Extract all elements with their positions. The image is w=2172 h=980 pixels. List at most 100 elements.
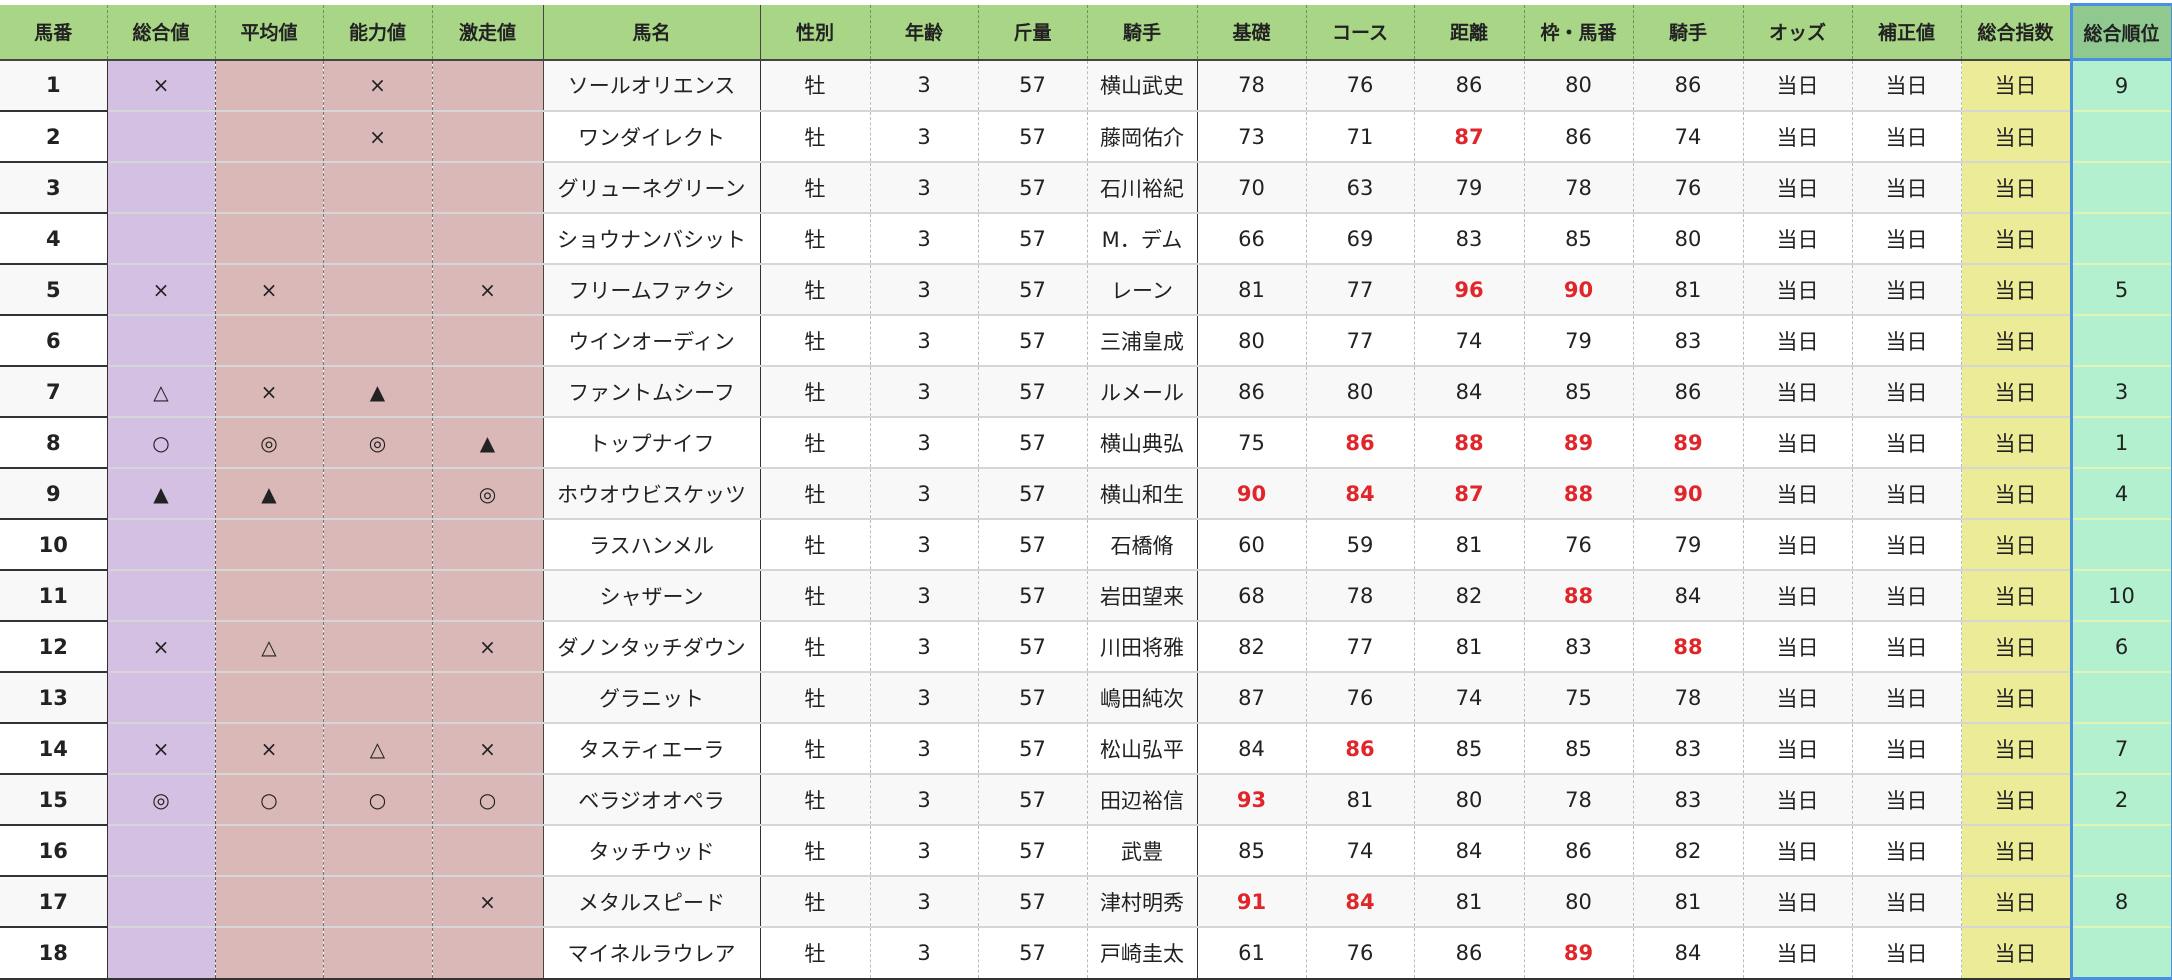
cell-mark-average-value[interactable]: ×	[215, 366, 324, 418]
cell-age[interactable]: 3	[870, 825, 979, 877]
cell-mark-ability-value[interactable]	[323, 315, 433, 367]
cell-score-jockey-score[interactable]: 82	[1633, 825, 1744, 877]
cell-score-course[interactable]: 76	[1306, 59, 1415, 112]
column-header-course[interactable]: コース	[1306, 4, 1415, 61]
cell-mark-total-value[interactable]: ×	[107, 621, 216, 673]
cell-mark-ability-value[interactable]: △	[323, 723, 433, 775]
cell-score-jockey-score[interactable]: 86	[1633, 366, 1744, 418]
cell-score-jockey-score[interactable]: 86	[1633, 59, 1744, 112]
cell-score-course[interactable]: 76	[1306, 927, 1415, 980]
cell-score-gate-number[interactable]: 86	[1524, 111, 1634, 163]
cell-sex[interactable]: 牡	[760, 621, 871, 673]
cell-adjustment[interactable]: 当日	[1852, 417, 1962, 469]
cell-horse-name[interactable]: トップナイフ	[543, 417, 761, 469]
cell-horse-number[interactable]: 6	[0, 315, 108, 367]
cell-sex[interactable]: 牡	[760, 264, 871, 316]
cell-age[interactable]: 3	[870, 366, 979, 418]
cell-horse-name[interactable]: シャザーン	[543, 570, 761, 622]
cell-mark-ability-value[interactable]	[323, 213, 433, 265]
cell-mark-average-value[interactable]: △	[215, 621, 324, 673]
cell-score-course[interactable]: 80	[1306, 366, 1415, 418]
cell-total-index[interactable]: 当日	[1961, 774, 2071, 826]
cell-total-rank[interactable]: 8	[2069, 876, 2172, 928]
cell-score-jockey-score[interactable]: 81	[1633, 876, 1744, 928]
cell-age[interactable]: 3	[870, 213, 979, 265]
cell-sex[interactable]: 牡	[760, 111, 871, 163]
cell-mark-average-value[interactable]	[215, 672, 324, 724]
cell-odds[interactable]: 当日	[1743, 774, 1853, 826]
cell-score-course[interactable]: 69	[1306, 213, 1415, 265]
cell-age[interactable]: 3	[870, 876, 979, 928]
cell-mark-ability-value[interactable]	[323, 927, 433, 980]
cell-score-jockey-score[interactable]: 81	[1633, 264, 1744, 316]
cell-score-distance[interactable]: 81	[1414, 519, 1525, 571]
cell-total-index[interactable]: 当日	[1961, 366, 2071, 418]
cell-odds[interactable]: 当日	[1743, 213, 1853, 265]
cell-total-rank[interactable]	[2069, 825, 2172, 877]
cell-mark-average-value[interactable]	[215, 315, 324, 367]
cell-horse-name[interactable]: ラスハンメル	[543, 519, 761, 571]
cell-mark-total-value[interactable]	[107, 672, 216, 724]
cell-jockey[interactable]: 横山和生	[1087, 468, 1198, 520]
cell-total-rank[interactable]: 4	[2069, 468, 2172, 520]
cell-score-base[interactable]: 68	[1197, 570, 1307, 622]
cell-mark-surge-value[interactable]: ○	[432, 774, 544, 826]
cell-weight[interactable]: 57	[978, 723, 1088, 775]
cell-horse-name[interactable]: ワンダイレクト	[543, 111, 761, 163]
cell-score-gate-number[interactable]: 86	[1524, 825, 1634, 877]
cell-age[interactable]: 3	[870, 519, 979, 571]
cell-score-distance[interactable]: 81	[1414, 876, 1525, 928]
cell-horse-name[interactable]: ウインオーディン	[543, 315, 761, 367]
cell-odds[interactable]: 当日	[1743, 264, 1853, 316]
cell-horse-name[interactable]: ホウオウビスケッツ	[543, 468, 761, 520]
cell-age[interactable]: 3	[870, 723, 979, 775]
cell-total-rank[interactable]: 6	[2069, 621, 2172, 673]
cell-mark-total-value[interactable]	[107, 519, 216, 571]
cell-weight[interactable]: 57	[978, 264, 1088, 316]
cell-mark-surge-value[interactable]: ×	[432, 876, 544, 928]
cell-mark-ability-value[interactable]	[323, 468, 433, 520]
cell-adjustment[interactable]: 当日	[1852, 825, 1962, 877]
cell-sex[interactable]: 牡	[760, 366, 871, 418]
cell-total-rank[interactable]: 1	[2069, 417, 2172, 469]
cell-weight[interactable]: 57	[978, 672, 1088, 724]
cell-jockey[interactable]: 石橋脩	[1087, 519, 1198, 571]
cell-adjustment[interactable]: 当日	[1852, 468, 1962, 520]
cell-mark-surge-value[interactable]	[432, 927, 544, 980]
cell-odds[interactable]: 当日	[1743, 468, 1853, 520]
cell-mark-average-value[interactable]	[215, 213, 324, 265]
cell-score-gate-number[interactable]: 80	[1524, 876, 1634, 928]
cell-mark-total-value[interactable]	[107, 825, 216, 877]
cell-score-base[interactable]: 81	[1197, 264, 1307, 316]
cell-score-distance[interactable]: 86	[1414, 927, 1525, 980]
cell-total-index[interactable]: 当日	[1961, 417, 2071, 469]
cell-score-jockey-score[interactable]: 83	[1633, 723, 1744, 775]
cell-score-base[interactable]: 61	[1197, 927, 1307, 980]
cell-odds[interactable]: 当日	[1743, 519, 1853, 571]
cell-adjustment[interactable]: 当日	[1852, 621, 1962, 673]
cell-score-base[interactable]: 93	[1197, 774, 1307, 826]
cell-jockey[interactable]: M．デム	[1087, 213, 1198, 265]
cell-score-distance[interactable]: 96	[1414, 264, 1525, 316]
cell-adjustment[interactable]: 当日	[1852, 111, 1962, 163]
cell-odds[interactable]: 当日	[1743, 672, 1853, 724]
cell-total-index[interactable]: 当日	[1961, 723, 2071, 775]
cell-total-rank[interactable]: 5	[2069, 264, 2172, 316]
cell-horse-name[interactable]: グラニット	[543, 672, 761, 724]
cell-score-gate-number[interactable]: 78	[1524, 162, 1634, 214]
cell-horse-name[interactable]: ベラジオオペラ	[543, 774, 761, 826]
cell-mark-average-value[interactable]: ◎	[215, 417, 324, 469]
cell-score-base[interactable]: 85	[1197, 825, 1307, 877]
cell-jockey[interactable]: 藤岡佑介	[1087, 111, 1198, 163]
cell-weight[interactable]: 57	[978, 468, 1088, 520]
cell-adjustment[interactable]: 当日	[1852, 927, 1962, 980]
cell-age[interactable]: 3	[870, 264, 979, 316]
cell-mark-surge-value[interactable]	[432, 213, 544, 265]
column-header-jockey-score[interactable]: 騎手	[1633, 4, 1744, 61]
cell-mark-average-value[interactable]: ○	[215, 774, 324, 826]
cell-score-course[interactable]: 86	[1306, 417, 1415, 469]
cell-mark-surge-value[interactable]: ▲	[432, 417, 544, 469]
cell-horse-number[interactable]: 13	[0, 672, 108, 724]
cell-total-index[interactable]: 当日	[1961, 570, 2071, 622]
cell-score-gate-number[interactable]: 88	[1524, 570, 1634, 622]
